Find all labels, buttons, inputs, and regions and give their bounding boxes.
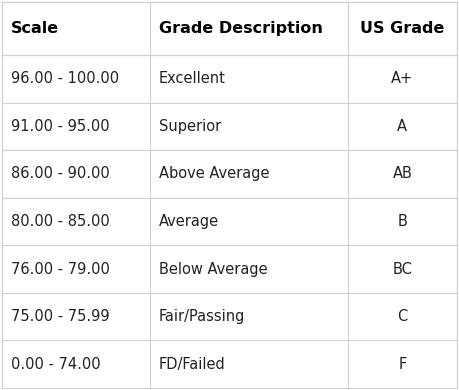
Text: AB: AB — [392, 167, 412, 181]
Bar — [2, 245, 457, 293]
Bar — [2, 55, 457, 103]
Text: Above Average: Above Average — [159, 167, 269, 181]
Text: Grade Description: Grade Description — [159, 21, 323, 36]
Text: Scale: Scale — [11, 21, 59, 36]
Bar — [2, 293, 457, 340]
Text: 75.00 - 75.99: 75.00 - 75.99 — [11, 309, 109, 324]
Text: C: C — [397, 309, 408, 324]
Text: 91.00 - 95.00: 91.00 - 95.00 — [11, 119, 109, 134]
Text: 0.00 - 74.00: 0.00 - 74.00 — [11, 357, 100, 372]
Text: 76.00 - 79.00: 76.00 - 79.00 — [11, 262, 109, 277]
Bar — [2, 103, 457, 150]
Text: Average: Average — [159, 214, 219, 229]
Text: Excellent: Excellent — [159, 71, 226, 86]
Bar — [2, 198, 457, 245]
Bar — [2, 340, 457, 388]
Bar — [2, 2, 457, 55]
Text: Fair/Passing: Fair/Passing — [159, 309, 245, 324]
Text: 86.00 - 90.00: 86.00 - 90.00 — [11, 167, 109, 181]
Text: Below Average: Below Average — [159, 262, 267, 277]
Text: 96.00 - 100.00: 96.00 - 100.00 — [11, 71, 119, 86]
Text: US Grade: US Grade — [360, 21, 445, 36]
Bar — [2, 150, 457, 198]
Text: F: F — [398, 357, 407, 372]
Text: B: B — [397, 214, 407, 229]
Text: A+: A+ — [392, 71, 414, 86]
Text: 80.00 - 85.00: 80.00 - 85.00 — [11, 214, 109, 229]
Text: A: A — [397, 119, 408, 134]
Text: BC: BC — [392, 262, 412, 277]
Text: FD/Failed: FD/Failed — [159, 357, 225, 372]
Text: Superior: Superior — [159, 119, 221, 134]
